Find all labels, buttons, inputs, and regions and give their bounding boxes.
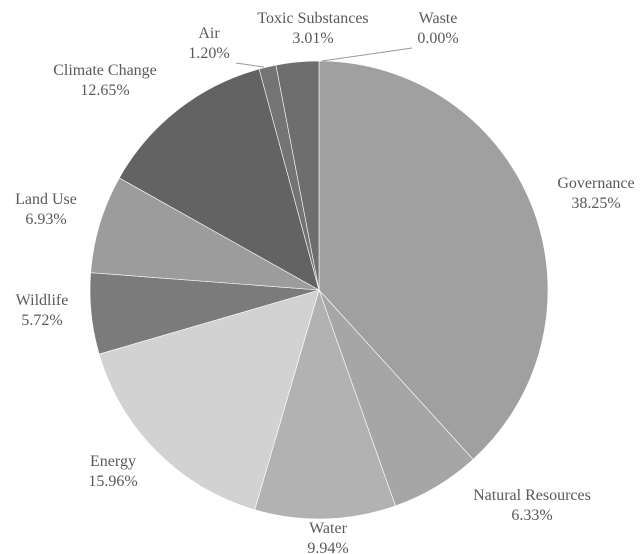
label-governance: Governance 38.25%: [557, 175, 634, 212]
label-climate-change: Climate Change 12.65%: [53, 62, 157, 99]
slice-governance: [318, 60, 549, 460]
leader-waste: [321, 47, 413, 62]
label-air: Air 1.20%: [188, 25, 229, 62]
label-waste: Waste 0.00%: [417, 10, 458, 47]
label-energy: Energy 15.96%: [88, 453, 137, 490]
label-land-use: Land Use 6.93%: [15, 191, 77, 228]
leader-lines: [235, 47, 413, 68]
slice-labels: Governance 38.25% Natural Resources 6.33% Wa…: [15, 10, 635, 554]
slice-energy: [98, 289, 320, 511]
slice-climate-change: [118, 68, 320, 291]
label-water: Water 9.94%: [307, 520, 348, 554]
slice-water: [254, 289, 396, 520]
slice-toxic-substances: [275, 60, 320, 291]
label-toxic-substances: Toxic Substances 3.01%: [257, 10, 368, 47]
label-natural-resources: Natural Resources 6.33%: [473, 487, 591, 524]
leader-air: [235, 62, 265, 68]
label-wildlife: Wildlife 5.72%: [16, 292, 69, 329]
pie-slices: [89, 60, 549, 520]
